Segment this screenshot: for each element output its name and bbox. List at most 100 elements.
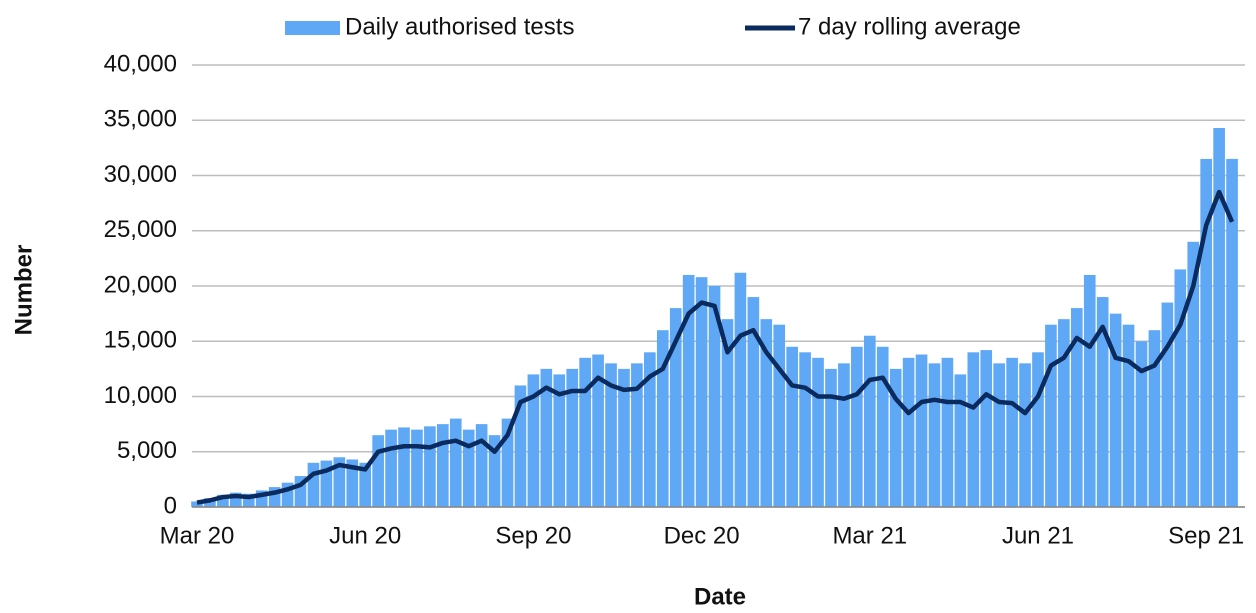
bar <box>320 460 333 507</box>
bar <box>333 457 346 507</box>
bar <box>851 346 863 507</box>
bar <box>669 308 682 507</box>
bar <box>1148 330 1161 507</box>
x-tick-label: Sep 21 <box>1168 522 1244 549</box>
bar <box>1070 308 1083 507</box>
y-tick-label: 10,000 <box>104 382 177 409</box>
bar <box>1058 319 1070 507</box>
bar <box>217 494 229 507</box>
bar <box>644 352 656 507</box>
bar <box>967 352 980 507</box>
bar <box>1019 363 1031 507</box>
bar <box>889 368 902 507</box>
legend-swatch <box>285 21 340 35</box>
bar <box>1161 302 1174 507</box>
bar <box>747 297 760 507</box>
bar <box>838 363 850 507</box>
y-tick-label: 5,000 <box>117 437 177 464</box>
bar <box>268 487 281 507</box>
bar <box>631 363 643 507</box>
bar <box>941 357 954 507</box>
bar <box>346 459 359 507</box>
bar <box>398 427 410 507</box>
bar <box>618 368 630 507</box>
bar <box>954 374 967 507</box>
bar <box>488 435 501 507</box>
bar <box>307 462 320 507</box>
bar <box>773 324 786 507</box>
bar <box>915 354 928 507</box>
y-tick-label: 40,000 <box>104 50 177 77</box>
bar <box>242 493 255 507</box>
bar <box>1096 297 1109 507</box>
bar <box>540 368 553 507</box>
bar <box>708 286 721 507</box>
bar <box>786 346 798 507</box>
bar <box>876 346 889 507</box>
x-axis-label: Date <box>694 583 746 610</box>
legend-label: 7 day rolling average <box>798 13 1021 40</box>
y-tick-label: 30,000 <box>104 161 177 188</box>
y-tick-label: 20,000 <box>104 271 177 298</box>
bar <box>1226 158 1238 508</box>
bar <box>1083 274 1096 507</box>
bar <box>475 424 488 507</box>
bar <box>527 374 540 507</box>
bar <box>579 357 591 507</box>
bar <box>695 277 708 507</box>
bar <box>411 429 423 507</box>
bar <box>1174 269 1187 507</box>
bar <box>812 357 824 507</box>
y-tick-label: 25,000 <box>104 216 177 243</box>
bar <box>281 482 294 507</box>
bar <box>1006 357 1018 507</box>
x-tick-label: Jun 20 <box>329 522 401 549</box>
bar <box>1109 313 1122 507</box>
bar <box>449 418 462 507</box>
bar <box>385 429 397 507</box>
bar <box>1032 352 1044 507</box>
bar <box>863 335 876 507</box>
bar <box>553 374 566 507</box>
bar <box>799 352 811 507</box>
y-tick-label: 0 <box>164 492 177 519</box>
bar <box>1135 341 1148 507</box>
bar <box>656 330 669 507</box>
x-tick-label: Dec 20 <box>664 522 740 549</box>
bar <box>255 490 268 507</box>
bar <box>1187 241 1200 508</box>
bar <box>1213 127 1225 508</box>
bar <box>501 418 514 507</box>
y-tick-label: 35,000 <box>104 106 177 133</box>
bar <box>902 357 915 507</box>
bar <box>760 319 773 507</box>
y-axis-label: Number <box>10 245 37 336</box>
bar <box>605 363 617 507</box>
bar <box>734 272 747 507</box>
bar <box>359 462 372 507</box>
bar <box>294 476 307 507</box>
bar <box>514 385 527 507</box>
bar <box>191 501 203 507</box>
bar <box>566 368 579 507</box>
bar <box>229 492 242 507</box>
bar <box>462 429 475 507</box>
legend-label: Daily authorised tests <box>345 13 574 40</box>
bar <box>592 354 604 507</box>
bar <box>993 363 1005 507</box>
bar <box>372 435 384 507</box>
bar <box>437 424 449 507</box>
bar <box>1045 324 1057 507</box>
x-tick-label: Jun 21 <box>1002 522 1074 549</box>
y-tick-label: 15,000 <box>104 327 177 354</box>
bar <box>980 350 993 507</box>
bar <box>721 319 734 507</box>
rolling-average-line <box>196 189 1235 505</box>
bar <box>1200 158 1213 508</box>
bar <box>424 426 436 507</box>
bar <box>825 368 837 507</box>
x-tick-label: Mar 20 <box>160 522 235 549</box>
bar <box>1122 324 1135 507</box>
bar <box>928 363 941 507</box>
